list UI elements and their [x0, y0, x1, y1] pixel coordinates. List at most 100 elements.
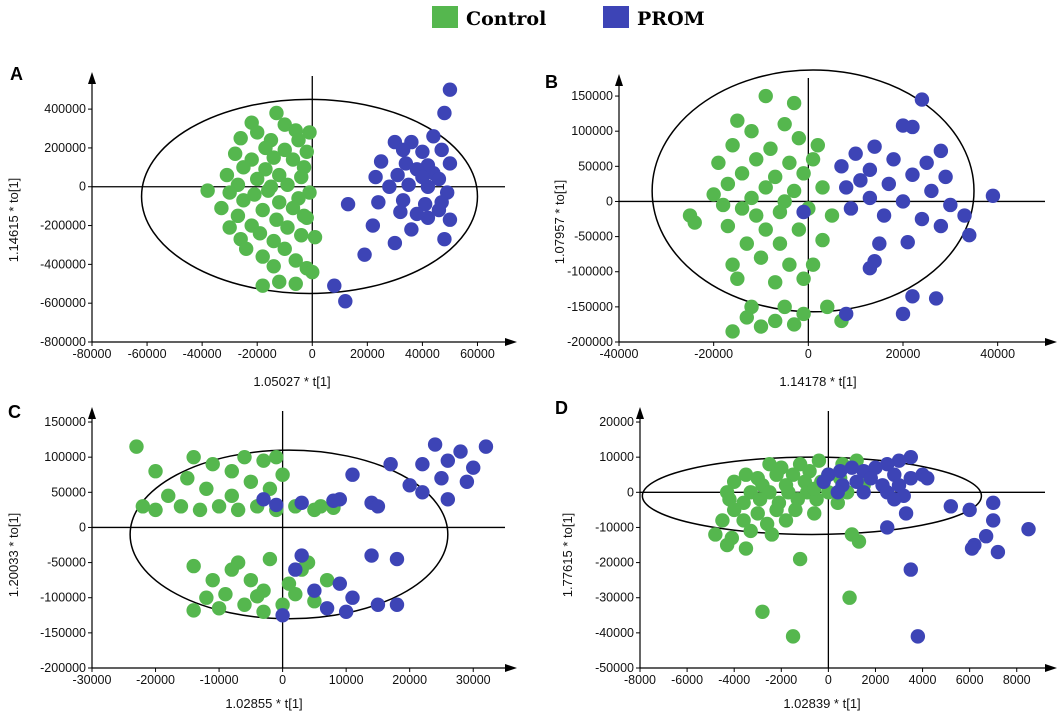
pc-point-control — [148, 464, 163, 479]
pa-point-prom — [434, 142, 449, 158]
pc-point-control — [224, 562, 239, 577]
pd-y-axis-arrow — [636, 407, 644, 419]
pd-point-control — [769, 502, 784, 518]
pb-point-control — [796, 166, 811, 181]
pd-point-prom — [844, 460, 860, 475]
pb-point-control — [791, 222, 807, 237]
pa-y-tick-label: -800000 — [40, 335, 86, 349]
pb-point-control — [720, 218, 736, 234]
pa-point-control — [200, 183, 215, 198]
pc-point-control — [256, 604, 271, 619]
pd-point-prom — [943, 499, 959, 514]
pb-point-control — [758, 88, 773, 104]
pc-point-control — [288, 587, 303, 602]
pa-point-prom — [409, 206, 425, 222]
pa-y-tick-label: 200000 — [44, 141, 86, 155]
pb-point-control — [730, 113, 745, 128]
pc-point-control — [199, 590, 214, 605]
pd-x-tick-label: -4000 — [718, 673, 750, 687]
pc-point-control — [180, 471, 195, 486]
y-axis-label-a: 1.14615 * to[1] — [6, 178, 21, 263]
pb-point-control — [768, 313, 783, 329]
pa-point-control — [299, 144, 314, 160]
plot-area-d: -8000 -6000 -4000 -2000 0 2000 4000 6000 8000-50… — [595, 407, 1057, 687]
pa-point-prom — [404, 222, 419, 237]
pb-point-prom — [848, 146, 863, 161]
pc-point-control — [250, 589, 265, 604]
pd-confidence-ellipse — [641, 456, 983, 536]
pd-point-prom — [887, 492, 902, 507]
pd-point-prom — [880, 520, 895, 535]
pd-point-prom — [856, 485, 871, 500]
pc-point-prom — [294, 495, 309, 511]
pa-point-control — [250, 171, 265, 187]
pb-point-control — [758, 180, 773, 195]
pd-point-control — [785, 629, 801, 644]
pb-point-control — [749, 152, 764, 167]
pd-point-control — [851, 534, 867, 549]
pb-y-tick-label: -150000 — [567, 300, 613, 314]
pb-x-tick-label: -20000 — [694, 347, 733, 361]
pb-point-prom — [900, 235, 915, 250]
pb-x-tick-label: 40000 — [980, 347, 1015, 361]
pa-point-prom — [387, 235, 403, 251]
pc-point-prom — [415, 456, 430, 472]
pa-point-control — [233, 131, 248, 146]
pb-point-control — [820, 299, 835, 315]
pc-point-control — [281, 576, 297, 591]
pb-point-control — [749, 208, 764, 223]
pb-point-control — [810, 138, 825, 153]
pb-point-prom — [919, 155, 934, 171]
pb-point-control — [687, 215, 702, 230]
pb-point-prom — [962, 227, 977, 243]
pc-point-control — [186, 603, 201, 618]
pc-point-control — [269, 449, 284, 465]
pa-point-control — [288, 276, 303, 291]
pa-y-tick-label: -600000 — [40, 296, 86, 310]
plot-area-c: -30000 -20000 -10000 0 10000 20000 30000-20000… — [40, 407, 517, 687]
pa-point-prom — [368, 169, 383, 185]
x-axis-label-a: 1.05027 * t[1] — [253, 374, 330, 389]
plot-area-a: -80000 -60000 -40000 -20000 0 20000 40000 60000… — [40, 72, 517, 361]
pd-x-tick-label: 8000 — [1003, 673, 1031, 687]
pa-point-prom — [395, 193, 411, 208]
pc-point-control — [275, 597, 290, 612]
pa-point-control — [266, 150, 281, 165]
pd-point-prom — [985, 495, 1001, 511]
x-axis-label-c: 1.02855 * t[1] — [225, 696, 302, 711]
pc-point-prom — [440, 492, 456, 507]
pa-point-prom — [415, 144, 430, 160]
pd-point-prom — [832, 464, 848, 479]
pa-point-prom — [393, 204, 408, 220]
pb-point-prom — [881, 176, 896, 192]
pc-point-control — [313, 499, 328, 514]
pa-point-control — [280, 220, 295, 235]
pa-point-control — [291, 132, 306, 148]
pa-x-tick-label: -20000 — [238, 347, 277, 361]
pa-point-control — [219, 167, 235, 183]
pc-point-prom — [269, 497, 284, 513]
pc-point-prom — [383, 456, 398, 472]
legend-label-prom: PROM — [637, 8, 705, 30]
pc-x-tick-label: 10000 — [329, 673, 364, 687]
pc-point-control — [230, 502, 246, 518]
pd-point-prom — [910, 629, 926, 644]
pb-point-prom — [914, 211, 930, 227]
pc-point-prom — [466, 460, 481, 475]
pb-point-prom — [862, 162, 878, 178]
pd-point-prom — [1021, 522, 1036, 537]
pb-point-prom — [839, 180, 854, 195]
scatter-panel-a: A -80000 -60000 -40000 -20000 0 20000 40000 600… — [6, 64, 517, 389]
pa-point-control — [222, 185, 237, 200]
pb-y-tick-label: 0 — [606, 194, 613, 208]
panel-label-b: B — [545, 72, 558, 92]
pb-y-tick-label: -100000 — [567, 265, 613, 279]
pc-point-control — [218, 587, 233, 602]
pb-x-axis-arrow — [1045, 338, 1057, 346]
pb-point-control — [777, 299, 792, 315]
pd-point-control — [738, 541, 754, 556]
pb-point-control — [720, 176, 736, 192]
pc-point-control — [307, 594, 322, 609]
pb-point-prom — [943, 197, 958, 213]
